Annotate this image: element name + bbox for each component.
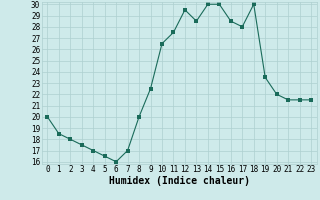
X-axis label: Humidex (Indice chaleur): Humidex (Indice chaleur) xyxy=(109,176,250,186)
